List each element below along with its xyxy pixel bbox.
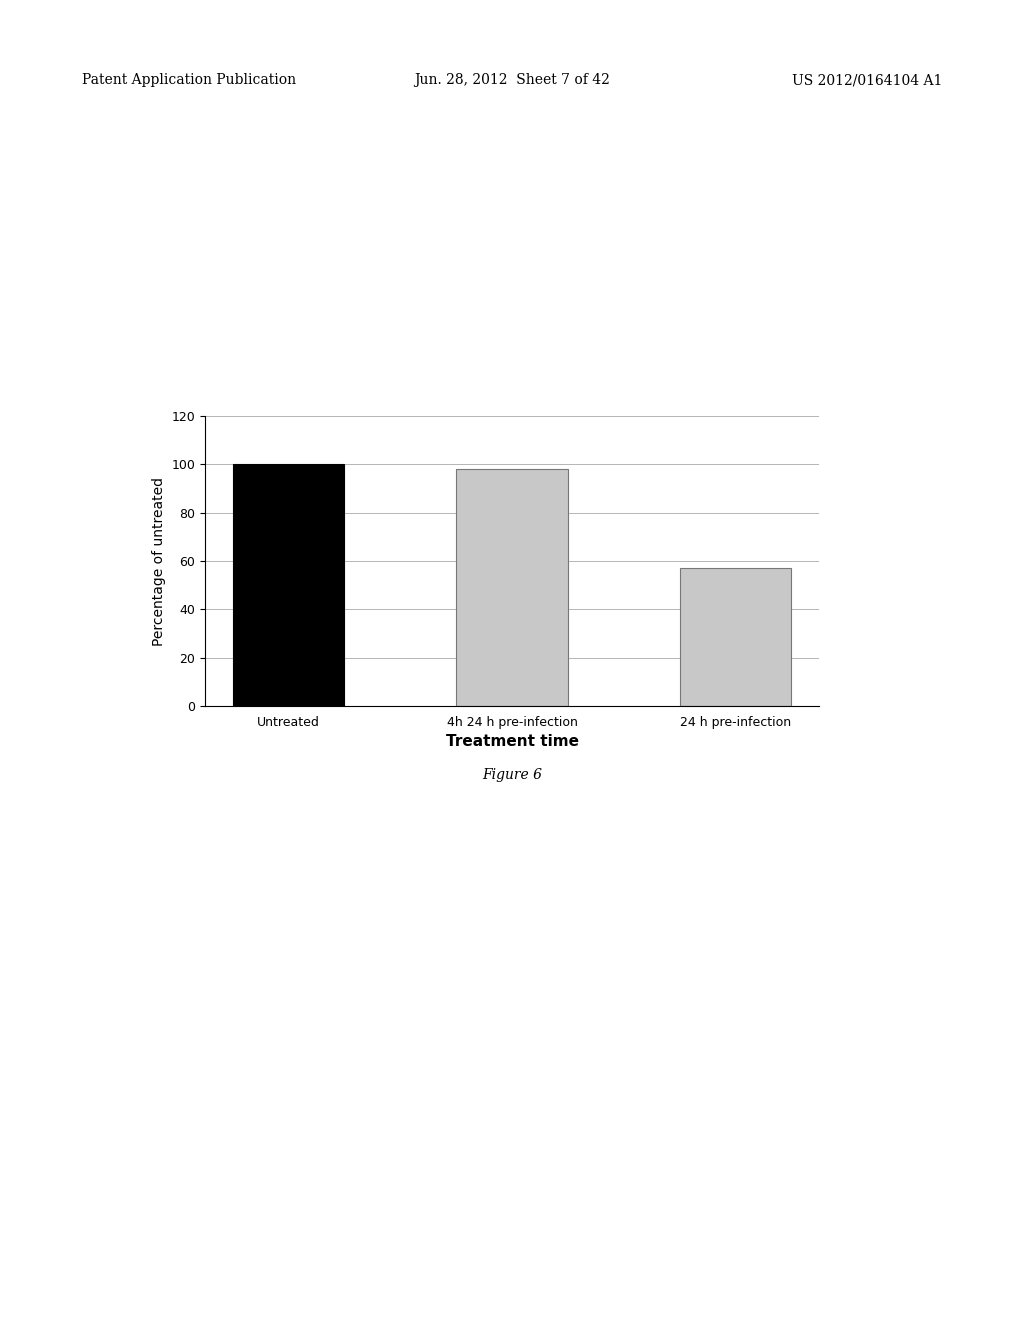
Bar: [456, 469, 568, 706]
Y-axis label: Percentage of untreated: Percentage of untreated: [152, 477, 166, 645]
Text: US 2012/0164104 A1: US 2012/0164104 A1: [792, 73, 942, 87]
Text: Jun. 28, 2012  Sheet 7 of 42: Jun. 28, 2012 Sheet 7 of 42: [414, 73, 610, 87]
Bar: [680, 568, 792, 706]
Bar: [232, 465, 344, 706]
Text: Figure 6: Figure 6: [482, 768, 542, 781]
Text: Patent Application Publication: Patent Application Publication: [82, 73, 296, 87]
X-axis label: Treatment time: Treatment time: [445, 734, 579, 750]
